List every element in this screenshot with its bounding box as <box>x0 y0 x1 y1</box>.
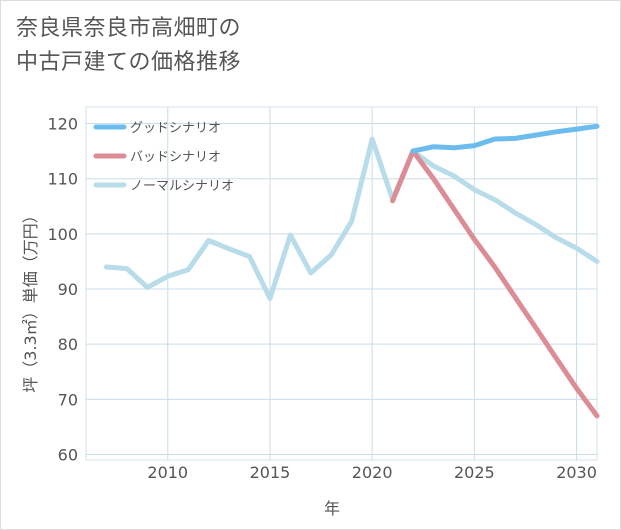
y-tick-110: 110 <box>47 170 78 189</box>
series-line-normal <box>103 136 600 301</box>
series-lines <box>103 123 600 419</box>
y-axis-ticks: 60 70 80 90 100 110 120 <box>47 115 78 465</box>
series-line-good <box>410 123 600 154</box>
plot-area <box>85 106 598 461</box>
chart-title: 奈良県奈良市高畑町の 中古戸建ての価格推移 <box>16 12 416 80</box>
x-axis-ticks: 2010 2015 2020 2025 2030 <box>147 463 597 482</box>
y-tick-100: 100 <box>47 225 78 244</box>
y-axis-title: 坪（3.3㎡）単価（万円） <box>21 207 40 392</box>
x-tick-2015: 2015 <box>250 463 291 482</box>
legend-label-good: グッドシナリオ <box>130 121 221 136</box>
x-tick-2020: 2020 <box>352 463 393 482</box>
chart-title-line-1: 奈良県奈良市高畑町の <box>16 16 242 41</box>
y-tick-60: 60 <box>58 445 78 464</box>
y-tick-90: 90 <box>58 280 78 299</box>
series-line-bad <box>390 148 600 419</box>
y-tick-70: 70 <box>58 390 78 409</box>
grid-lines <box>85 106 598 461</box>
x-tick-2030: 2030 <box>556 463 597 482</box>
legend-label-bad: バッドシナリオ <box>130 150 221 165</box>
chart-title-line-2: 中古戸建ての価格推移 <box>16 50 242 75</box>
x-axis-title: 年 <box>324 499 340 518</box>
x-tick-2025: 2025 <box>454 463 495 482</box>
y-tick-120: 120 <box>47 115 78 134</box>
y-tick-80: 80 <box>58 335 78 354</box>
x-tick-2010: 2010 <box>147 463 188 482</box>
legend-label-normal: ノーマルシナリオ <box>130 179 234 194</box>
